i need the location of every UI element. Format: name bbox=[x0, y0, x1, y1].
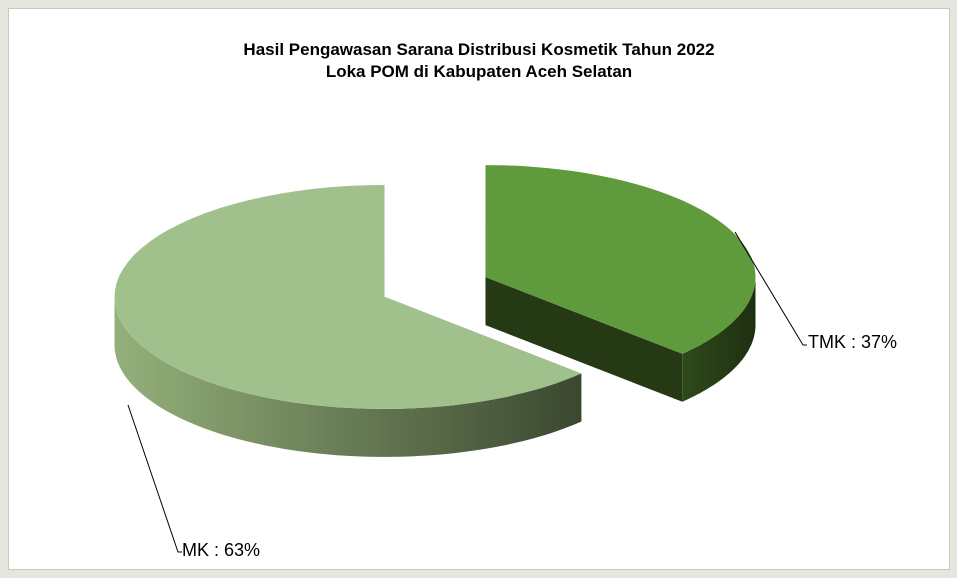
slice-side bbox=[114, 296, 582, 457]
chart-subtitle: Loka POM di Kabupaten Aceh Selatan bbox=[326, 62, 632, 81]
slice-side bbox=[682, 277, 756, 402]
chart-title: Hasil Pengawasan Sarana Distribusi Kosme… bbox=[243, 40, 714, 59]
data-label: MK : 63% bbox=[182, 540, 260, 560]
slice bbox=[485, 165, 756, 354]
slice bbox=[114, 184, 582, 409]
leader-line bbox=[127, 404, 182, 553]
leader-line bbox=[734, 231, 807, 346]
data-label: TMK : 37% bbox=[808, 332, 897, 352]
slice-wall bbox=[485, 277, 683, 402]
